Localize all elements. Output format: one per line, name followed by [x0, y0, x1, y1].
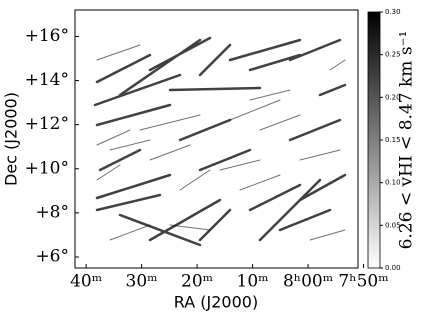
- x-tick-label: 30ᵐ: [126, 272, 158, 292]
- y-tick-label: +6°: [35, 246, 69, 266]
- x-tick-label: 40ᵐ: [70, 272, 102, 292]
- y-tick-label: +12°: [25, 114, 69, 134]
- hi-filaments: [93, 36, 347, 247]
- y-tick-label: +8°: [35, 202, 69, 222]
- y-tick-label: +14°: [25, 70, 69, 90]
- x-tick-label: 20ᵐ: [181, 272, 213, 292]
- colorbar-tick-label: 0.20: [385, 93, 401, 101]
- colorbar-tick-label: 0.25: [385, 51, 401, 59]
- colorbar-tick-label: 0.10: [385, 179, 401, 187]
- y-tick-label: +10°: [25, 158, 69, 178]
- x-tick-label: 8ʰ00ᵐ: [283, 272, 333, 292]
- colorbar-tick-label: 0.15: [385, 136, 401, 144]
- colorbar-tick-label: 0.05: [385, 221, 401, 229]
- y-tick-label: +16°: [25, 26, 69, 46]
- colorbar-tick-label: 0.30: [385, 8, 401, 16]
- x-tick-label: 10ᵐ: [237, 272, 269, 292]
- colorbar-tick-label: 0.00: [385, 264, 401, 272]
- x-tick-label: 7ʰ50ᵐ: [338, 272, 388, 292]
- x-axis-label: RA (J2000): [174, 293, 258, 312]
- colorbar-label: 6.26 < vHI < 8.47 km s⁻¹: [397, 31, 417, 250]
- y-axis-label: Dec (J2000): [2, 92, 21, 186]
- colorbar: [367, 11, 381, 269]
